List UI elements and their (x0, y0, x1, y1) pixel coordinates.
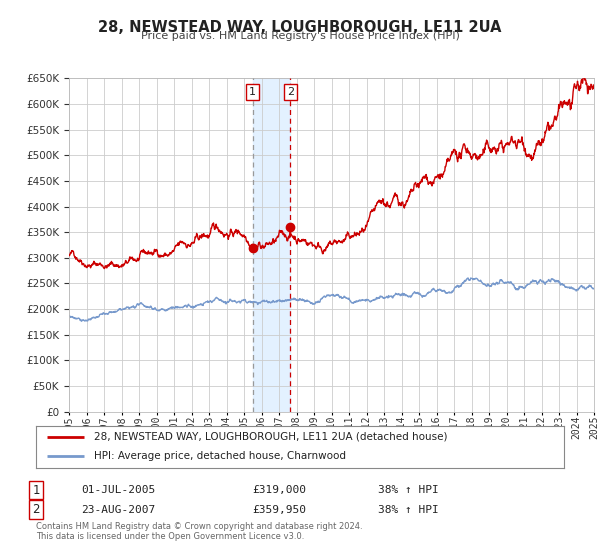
Text: £359,950: £359,950 (252, 505, 306, 515)
Text: 2: 2 (32, 503, 40, 516)
Text: £319,000: £319,000 (252, 485, 306, 495)
Text: This data is licensed under the Open Government Licence v3.0.: This data is licensed under the Open Gov… (36, 532, 304, 541)
Text: 38% ↑ HPI: 38% ↑ HPI (378, 485, 439, 495)
Text: 2: 2 (287, 87, 294, 97)
Text: 28, NEWSTEAD WAY, LOUGHBOROUGH, LE11 2UA: 28, NEWSTEAD WAY, LOUGHBOROUGH, LE11 2UA (98, 20, 502, 35)
Bar (253, 78, 290, 412)
Text: Price paid vs. HM Land Registry's House Price Index (HPI): Price paid vs. HM Land Registry's House … (140, 31, 460, 41)
Text: 1: 1 (249, 87, 256, 97)
Text: 23-AUG-2007: 23-AUG-2007 (81, 505, 155, 515)
Text: HPI: Average price, detached house, Charnwood: HPI: Average price, detached house, Char… (94, 451, 346, 461)
Text: 1: 1 (32, 483, 40, 497)
Text: 01-JUL-2005: 01-JUL-2005 (81, 485, 155, 495)
Text: 38% ↑ HPI: 38% ↑ HPI (378, 505, 439, 515)
Text: Contains HM Land Registry data © Crown copyright and database right 2024.: Contains HM Land Registry data © Crown c… (36, 522, 362, 531)
Text: 28, NEWSTEAD WAY, LOUGHBOROUGH, LE11 2UA (detached house): 28, NEWSTEAD WAY, LOUGHBOROUGH, LE11 2UA… (94, 432, 448, 442)
